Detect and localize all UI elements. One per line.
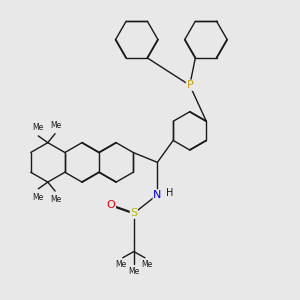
- Text: Me: Me: [128, 268, 140, 277]
- Text: Me: Me: [141, 260, 152, 269]
- Text: Me: Me: [32, 193, 43, 202]
- Text: S: S: [130, 208, 137, 218]
- Text: O: O: [107, 200, 116, 210]
- Text: Me: Me: [32, 122, 43, 131]
- Text: P: P: [186, 80, 193, 90]
- Text: Me: Me: [50, 195, 61, 204]
- Text: N: N: [153, 190, 161, 200]
- Text: H: H: [166, 188, 173, 198]
- Text: Me: Me: [50, 121, 61, 130]
- Text: Me: Me: [116, 260, 127, 269]
